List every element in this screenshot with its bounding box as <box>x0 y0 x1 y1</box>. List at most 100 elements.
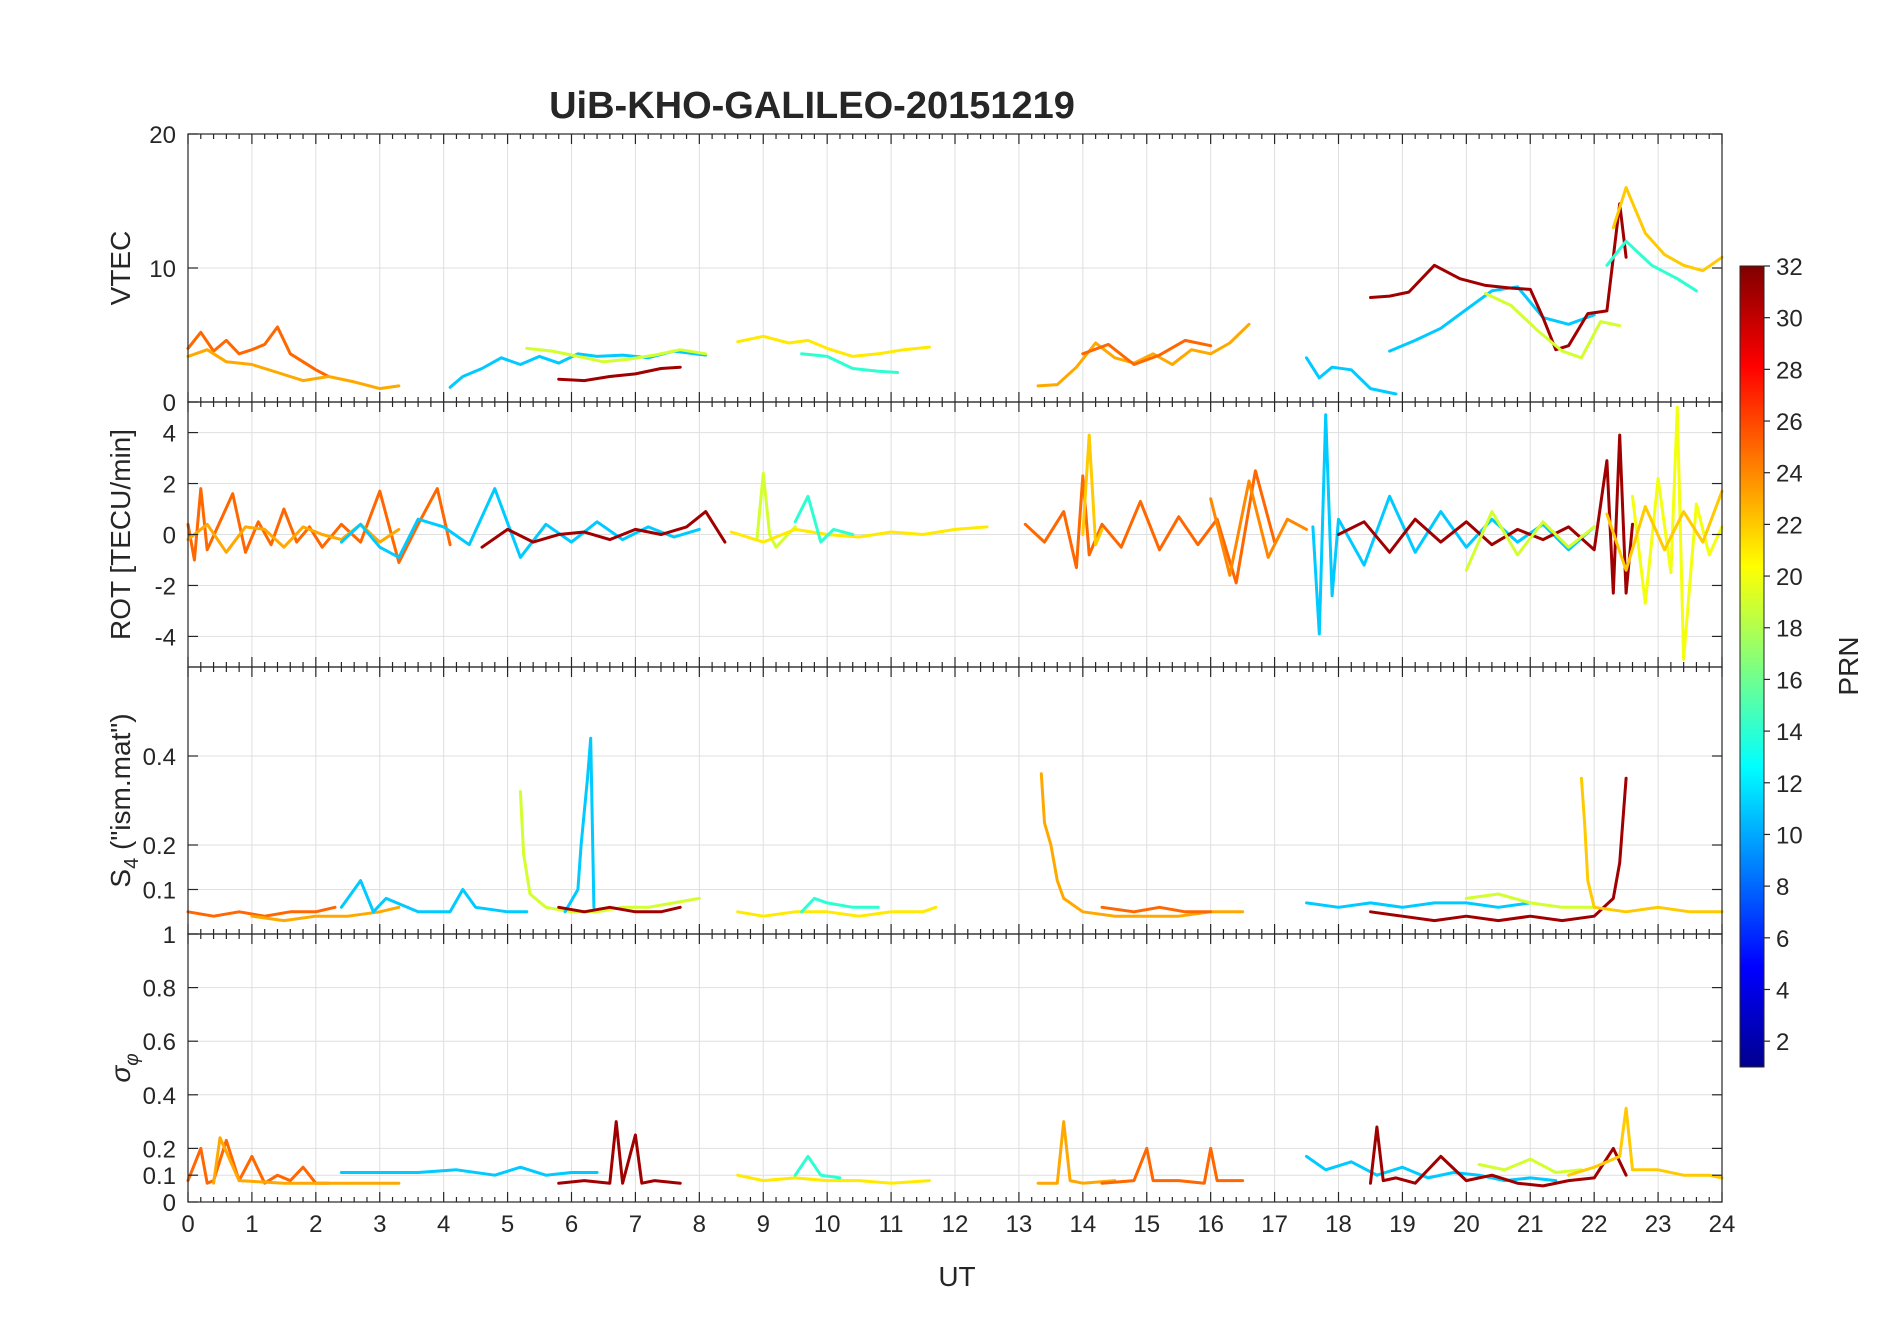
series-prn-22 <box>1579 776 1724 914</box>
panel-sigma_phi: 00.10.2 0.4 0.6 0.8 1 σφ <box>105 922 1724 1217</box>
y-tick-label: 0.1 <box>143 1163 176 1190</box>
series-prn-21 <box>736 905 938 918</box>
panel-rot: -4 -2 0 2 4 ROT [TECU/min] <box>105 401 1724 668</box>
panel-vtec: 0 10 20 VTEC <box>105 122 1724 417</box>
y-tick-label: 0.2 <box>143 833 176 860</box>
series-prn-21 <box>736 334 931 358</box>
x-tick-label: 18 <box>1325 1211 1352 1238</box>
x-tick-label: 12 <box>942 1211 969 1238</box>
panel-rot-series <box>186 405 1724 661</box>
series-prn-25 <box>186 325 331 378</box>
series-prn-25 <box>186 487 452 564</box>
x-tick-label: 22 <box>1581 1211 1608 1238</box>
y-tick-label: 0.4 <box>143 1083 176 1110</box>
y-tick-label: 0.4 <box>143 744 176 771</box>
series-prn-22 <box>1081 433 1104 547</box>
x-tick-label: 19 <box>1389 1211 1416 1238</box>
x-tick-label: 16 <box>1197 1211 1224 1238</box>
series-prn-14 <box>793 494 855 544</box>
colorbar-tick-label: 6 <box>1776 926 1789 953</box>
x-tick-label: 9 <box>757 1211 770 1238</box>
y-axis-label: ROT [TECU/min] <box>105 429 136 640</box>
colorbar-tick-label: 18 <box>1776 616 1803 643</box>
y-tick-label: 1 <box>163 922 176 949</box>
series-prn-25 <box>1081 338 1213 366</box>
series-prn-31 <box>1337 433 1634 595</box>
series-prn-31 <box>557 905 682 914</box>
colorbar-tick-label: 14 <box>1776 719 1803 746</box>
chart-title: UiB-KHO-GALILEO-20151219 <box>549 85 1075 127</box>
colorbar-tick-label: 20 <box>1776 564 1803 591</box>
series-prn-31 <box>480 510 727 549</box>
colorbar-tick-label: 16 <box>1776 667 1803 694</box>
series-prn-11 <box>1311 413 1596 636</box>
colorbar-tick-label: 26 <box>1776 409 1803 436</box>
series-prn-23 <box>1036 322 1251 388</box>
x-tick-label: 23 <box>1645 1211 1672 1238</box>
series-prn-31 <box>557 365 682 383</box>
x-tick-label: 1 <box>245 1211 258 1238</box>
series-prn-25 <box>186 1138 331 1185</box>
y-tick-label: 0 <box>163 390 176 417</box>
series-prn-21 <box>736 1173 931 1185</box>
series-prn-21 <box>729 525 989 544</box>
series-prn-11 <box>1305 901 1532 909</box>
y-tick-label: -4 <box>155 624 176 651</box>
colorbar-tick-label: 2 <box>1776 1029 1789 1056</box>
series-prn-20 <box>1631 405 1724 661</box>
y-tick-label: 4 <box>163 421 176 448</box>
series-prn-23 <box>250 905 401 923</box>
series-prn-11 <box>1388 285 1596 353</box>
series-prn-25 <box>1100 1146 1245 1185</box>
colorbar-tick-label: 10 <box>1776 822 1803 849</box>
series-prn-19 <box>1484 292 1622 360</box>
x-tick-label: 13 <box>1006 1211 1033 1238</box>
x-tick-label: 3 <box>373 1211 386 1238</box>
x-tick-label: 15 <box>1133 1211 1160 1238</box>
series-prn-31 <box>1369 1125 1628 1188</box>
x-tick-label: 8 <box>693 1211 706 1238</box>
series-prn-24 <box>1209 479 1308 577</box>
x-tick-label: 5 <box>501 1211 514 1238</box>
series-prn-19 <box>1477 1157 1583 1174</box>
y-tick-label: 10 <box>149 256 176 283</box>
y-tick-label: 0 <box>163 523 176 550</box>
colorbar-gradient <box>1739 265 1765 1068</box>
series-prn-25 <box>1100 905 1213 914</box>
colorbar-tick-label: 4 <box>1776 977 1789 1004</box>
series-prn-14 <box>1605 239 1698 293</box>
colorbar-tick-label: 28 <box>1776 357 1803 384</box>
y-tick-label: 0.1 <box>143 878 176 905</box>
series-prn-31 <box>1369 776 1628 923</box>
colorbar-tick-label: 30 <box>1776 306 1803 333</box>
series-prn-22 <box>1567 1106 1724 1180</box>
y-tick-label: 0.8 <box>143 976 176 1003</box>
series-prn-23 <box>186 348 401 391</box>
series-prn-19 <box>518 790 701 914</box>
y-tick-label: 20 <box>149 122 176 149</box>
series-prn-11 <box>1305 356 1398 396</box>
series-prn-31 <box>1369 202 1628 352</box>
series-prn-31 <box>557 1120 682 1185</box>
y-tick-label: 0 <box>163 1190 176 1217</box>
series-prn-22 <box>1611 186 1724 273</box>
y-tick-label: -2 <box>155 573 176 600</box>
y-axis-label: VTEC <box>105 231 136 306</box>
series-prn-11 <box>339 1165 599 1177</box>
colorbar-label: PRN <box>1833 636 1864 695</box>
colorbar-tick-label: 32 <box>1776 254 1803 281</box>
x-tick-label: 14 <box>1069 1211 1096 1238</box>
series-prn-25 <box>1023 469 1277 585</box>
series-prn-23 <box>1039 772 1245 918</box>
series-prn-11 <box>1305 1154 1558 1183</box>
panel-s4: 0.1 0.2 0.4S4 ("ism.mat") <box>105 666 1724 935</box>
x-tick-label: 20 <box>1453 1211 1480 1238</box>
x-tick-label: 24 <box>1709 1211 1736 1238</box>
panel-sigma_phi-series <box>186 1106 1724 1188</box>
series-prn-23 <box>186 522 401 554</box>
x-tick-label: 0 <box>181 1211 194 1238</box>
series-prn-23 <box>212 1136 401 1185</box>
